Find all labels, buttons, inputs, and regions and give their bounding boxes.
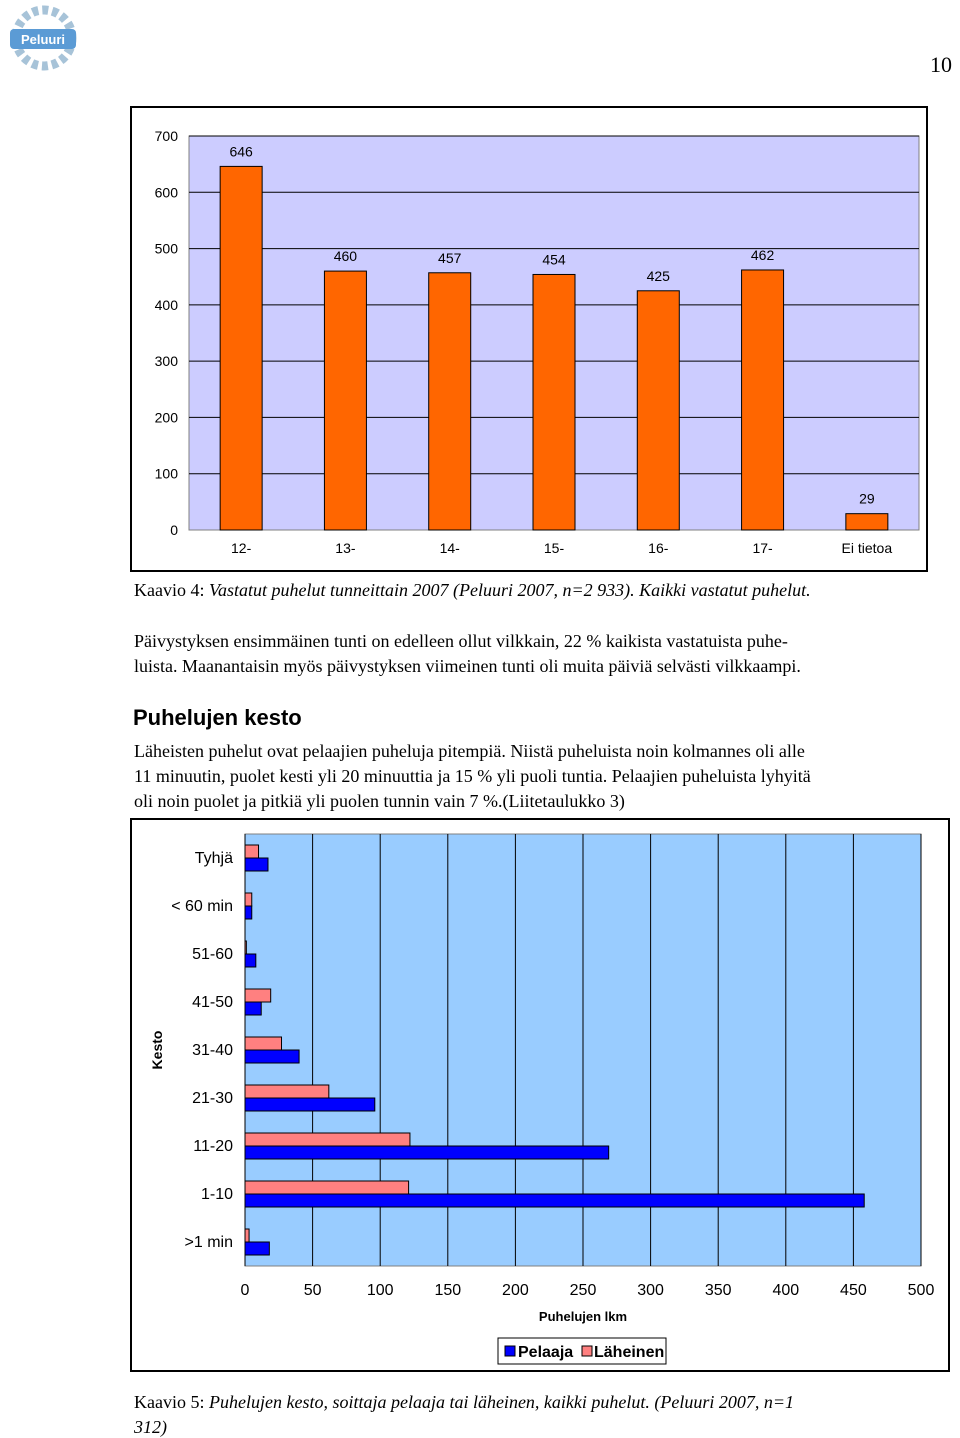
x-tick-label: 250 [570, 1282, 597, 1299]
y-tick-label: 700 [155, 128, 179, 144]
chart1-caption-text: Vastatut puhelut tunneittain 2007 (Peluu… [208, 580, 811, 600]
bar [219, 165, 263, 531]
bar-pelaaja [244, 1097, 376, 1112]
paragraph-line: oli noin puolet ja pitkiä yli puolen tun… [134, 791, 625, 811]
y-tick-label: 21-30 [192, 1090, 233, 1107]
chart2-caption-tail: (Peluuri 2007, n=1 [654, 1392, 795, 1412]
chart2-caption-label: Kaavio 5: [134, 1392, 205, 1412]
data-label: 462 [751, 247, 775, 263]
paragraph-call-duration: Läheisten puhelut ovat pelaajien puheluj… [134, 739, 811, 814]
bar [428, 272, 472, 531]
hourly-calls-chart-svg: 0 100 200 300 400 500 600 700 646 12- 460 13- 457 14-… [155, 128, 920, 556]
y-axis-label: Kesto [149, 1031, 165, 1070]
x-tick-label: 50 [304, 1282, 322, 1299]
bar-laheinen [244, 940, 247, 955]
x-tick-label: 500 [908, 1282, 935, 1299]
bar-pelaaja [244, 1049, 300, 1064]
data-label: 454 [542, 251, 566, 267]
bar-laheinen [244, 1180, 410, 1195]
bar-pelaaja [244, 1001, 262, 1016]
y-tick-label: 300 [155, 353, 179, 369]
bar-laheinen [244, 844, 260, 859]
bar-laheinen [244, 1084, 330, 1099]
hourly-calls-chart: 0 100 200 300 400 500 600 700 646 12- 460 13- 457 14-… [130, 106, 928, 572]
y-tick-label: 100 [155, 466, 179, 482]
y-tick-label: 41-50 [192, 994, 233, 1011]
y-tick-label: 1-10 [201, 1186, 233, 1203]
peluuri-logo: Peluuri [4, 2, 82, 74]
section-heading: Puhelujen kesto [133, 705, 302, 730]
x-tick-label: 15- [544, 540, 565, 556]
y-tick-label: 500 [155, 241, 179, 257]
data-label: 29 [859, 491, 875, 507]
data-label: 457 [438, 250, 462, 266]
x-tick-label: 400 [772, 1282, 799, 1299]
bar-pelaaja [244, 857, 269, 872]
call-duration-chart: 0 50 100 150 200 250 300 350 400 450 500 Tyhjä < 60 … [130, 818, 950, 1372]
x-tick-label: 17- [752, 540, 773, 556]
x-tick-label: 16- [648, 540, 669, 556]
legend: Pelaaja Läheinen [497, 1337, 667, 1365]
x-tick-label: 0 [241, 1282, 250, 1299]
bar [532, 273, 576, 531]
chart2-caption-text: Puhelujen kesto, soittaja pelaaja tai lä… [208, 1392, 650, 1412]
y-tick-label: 400 [155, 297, 179, 313]
x-axis-label: Puhelujen lkm [539, 1309, 627, 1324]
data-label: 646 [229, 143, 253, 159]
bar [636, 290, 680, 531]
y-tick-label: 200 [155, 409, 179, 425]
bar-pelaaja [244, 953, 257, 968]
logo-banner [10, 29, 76, 49]
bar-laheinen [244, 1036, 283, 1051]
bar-laheinen [244, 1132, 411, 1147]
logo-text: Peluuri [21, 32, 65, 47]
bar-pelaaja [244, 1145, 610, 1160]
x-tick-label: 100 [367, 1282, 394, 1299]
legend-label-pelaaja: Pelaaja [518, 1344, 573, 1361]
chart1-caption: Kaavio 4: Vastatut puhelut tunneittain 2… [134, 580, 811, 601]
chart1-caption-label: Kaavio 4: [134, 580, 205, 600]
y-tick-label: 11-20 [193, 1138, 233, 1155]
chart2-caption-line2: 312) [134, 1417, 167, 1437]
bar [323, 270, 367, 531]
page-number: 10 [930, 52, 952, 77]
bar [741, 269, 785, 531]
x-tick-label: Ei tietoa [842, 540, 893, 556]
x-tick-label: 13- [335, 540, 356, 556]
bar-pelaaja [244, 1193, 865, 1208]
x-tick-label: 300 [637, 1282, 664, 1299]
bar [845, 513, 889, 531]
paragraph-line: luista. Maanantaisin myös päivystyksen v… [134, 656, 801, 676]
data-label: 425 [647, 268, 671, 284]
x-tick-label: 350 [705, 1282, 732, 1299]
x-tick-label: 200 [502, 1282, 529, 1299]
bar-pelaaja [244, 1241, 270, 1256]
data-label: 460 [334, 248, 358, 264]
y-tick-label: 600 [155, 184, 179, 200]
logo-graphic: Peluuri [10, 5, 77, 71]
legend-swatch-laheinen [581, 1345, 593, 1357]
paragraph-line: Läheisten puhelut ovat pelaajien puheluj… [134, 741, 805, 761]
y-tick-label: Tyhjä [195, 850, 233, 867]
legend-swatch-pelaaja [504, 1345, 516, 1357]
bar-laheinen [244, 988, 272, 1003]
y-tick-label: 31-40 [192, 1042, 233, 1059]
y-tick-label: < 60 min [171, 898, 233, 915]
y-tick-label: >1 min [185, 1234, 233, 1251]
bar-laheinen [244, 1228, 250, 1243]
x-tick-label: 150 [434, 1282, 461, 1299]
legend-label-laheinen: Läheinen [594, 1344, 664, 1361]
paragraph-line: 11 minuutin, puolet kesti yli 20 minuutt… [134, 766, 811, 786]
x-tick-label: 450 [840, 1282, 867, 1299]
y-tick-label: 0 [170, 522, 178, 538]
paragraph-peak-hours: Päivystyksen ensimmäinen tunti on edelle… [134, 629, 801, 679]
chart2-caption: Kaavio 5: Puhelujen kesto, soittaja pela… [134, 1390, 794, 1438]
y-tick-label: 51-60 [192, 946, 233, 963]
x-tick-label: 12- [231, 540, 252, 556]
x-tick-label: 14- [440, 540, 461, 556]
bar-pelaaja [244, 905, 253, 920]
paragraph-line: Päivystyksen ensimmäinen tunti on edelle… [134, 631, 788, 651]
call-duration-chart-svg: 0 50 100 150 200 250 300 350 400 450 500 Tyhjä < 60 … [149, 833, 935, 1365]
bar-laheinen [244, 892, 253, 907]
